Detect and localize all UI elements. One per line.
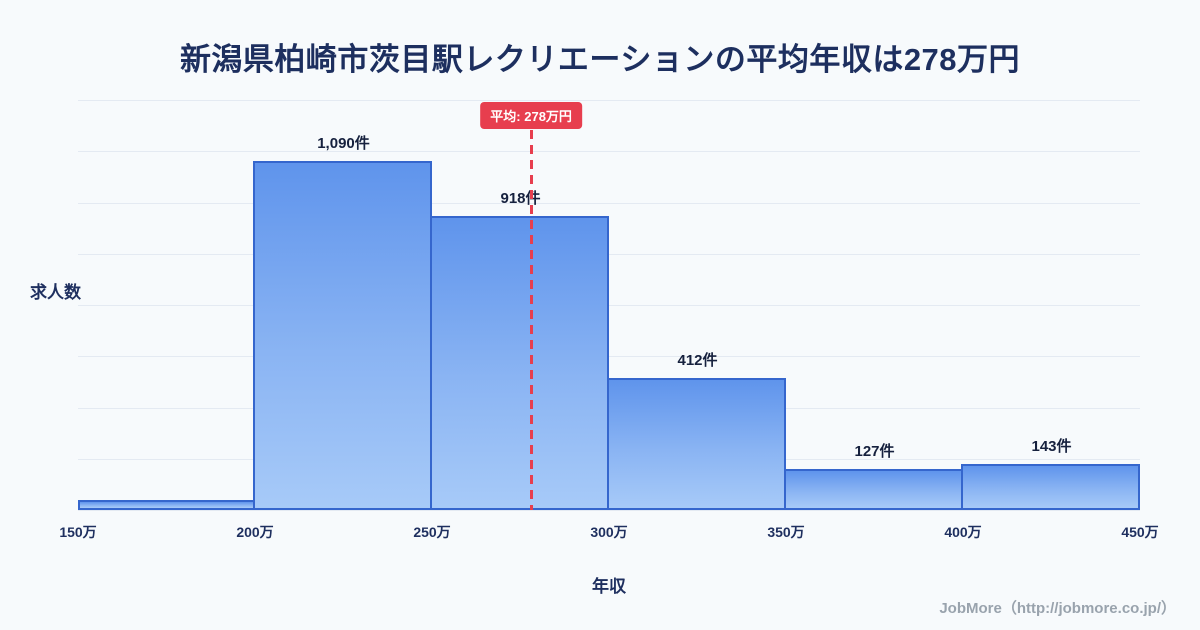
- gridline: [78, 151, 1140, 152]
- histogram-bar: [78, 500, 255, 510]
- y-axis-label: 求人数: [30, 283, 81, 302]
- average-badge: 平均: 278万円: [480, 102, 582, 129]
- gridline: [78, 100, 1140, 101]
- x-tick-label: 150万: [59, 524, 97, 540]
- gridline: [78, 305, 1140, 306]
- bar-value-label: 127件: [854, 443, 895, 460]
- bar-value-label: 143件: [1031, 438, 1072, 455]
- x-tick-label: 250万: [413, 524, 451, 540]
- x-tick-label: 400万: [944, 524, 982, 540]
- average-line: [529, 130, 533, 510]
- histogram-bar: [430, 216, 609, 510]
- gridline: [78, 510, 1140, 511]
- bar-value-label: 918件: [500, 190, 541, 207]
- x-tick-label: 450万: [1121, 524, 1159, 540]
- histogram-bar: [607, 378, 786, 510]
- bar-value-label: 412件: [677, 352, 718, 369]
- histogram-bar: [961, 464, 1140, 510]
- plot-area: 平均: 278万円 1,090件 918件 412件 127件 143件 150万 200万…: [59, 100, 1159, 540]
- histogram-bar: [253, 161, 432, 510]
- gridline: [78, 356, 1140, 357]
- bar-value-label: 1,090件: [317, 135, 370, 152]
- x-tick-label: 350万: [767, 524, 805, 540]
- gridline: [78, 203, 1140, 204]
- x-tick-label: 300万: [590, 524, 628, 540]
- page-title: 新潟県柏崎市茨目駅レクリエーションの平均年収は278万円: [179, 42, 1021, 77]
- histogram-bar: [784, 469, 963, 510]
- x-axis-label: 年収: [592, 577, 626, 596]
- gridline: [78, 254, 1140, 255]
- footer-credit: JobMore（http://jobmore.co.jp/）: [939, 600, 1176, 617]
- x-tick-label: 200万: [236, 524, 274, 540]
